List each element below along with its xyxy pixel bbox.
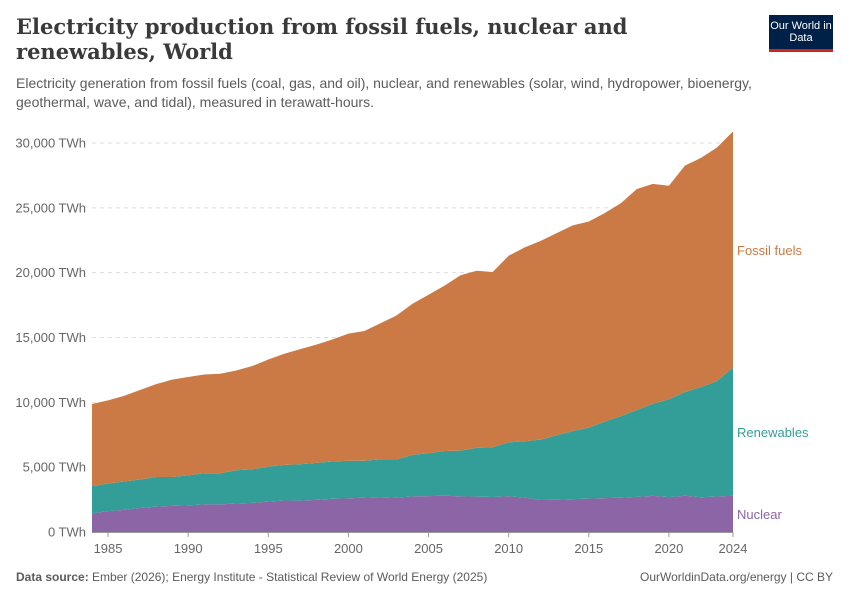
x-tick-label: 1985 <box>94 541 123 556</box>
y-tick-label: 5,000 TWh <box>23 460 86 475</box>
x-tick-label: 2005 <box>414 541 443 556</box>
chart-subtitle: Electricity generation from fossil fuels… <box>16 75 752 110</box>
y-tick-label: 30,000 TWh <box>15 135 86 150</box>
area-renewables <box>92 367 733 514</box>
x-tick-label: 2000 <box>334 541 363 556</box>
areas <box>92 131 733 532</box>
x-tick-label: 2015 <box>574 541 603 556</box>
x-tick-label: 2020 <box>654 541 683 556</box>
owid-logo[interactable]: Our World in Data <box>769 15 833 52</box>
y-axis: 0 TWh 5,000 TWh 10,000 TWh 15,000 TWh 20,000… <box>15 135 86 539</box>
x-tick-label: 2024 <box>719 541 748 556</box>
x-axis: 1985 1990 1995 2000 2005 2010 2015 2020 2024 <box>92 532 747 556</box>
y-tick-label: 10,000 TWh <box>15 395 86 410</box>
series-label-fossil-fuels: Fossil fuels <box>737 243 803 258</box>
series-label-nuclear: Nuclear <box>737 507 782 522</box>
data-source: Data source: Ember (2026); Energy Instit… <box>16 570 487 584</box>
x-tick-label: 1995 <box>254 541 283 556</box>
y-tick-label: 15,000 TWh <box>15 330 86 345</box>
page-title: Electricity production from fossil fuels… <box>16 14 628 64</box>
y-tick-label: 0 TWh <box>48 525 86 540</box>
source-text[interactable]: Ember (2026); Energy Institute - Statist… <box>92 570 488 584</box>
area-nuclear <box>92 495 733 532</box>
y-tick-label: 20,000 TWh <box>15 265 86 280</box>
area-fossil-fuels <box>92 131 733 487</box>
source-label: Data source: <box>16 570 89 584</box>
series-label-renewables: Renewables <box>737 425 809 440</box>
footer-link[interactable]: OurWorldinData.org/energy | CC BY <box>640 570 833 584</box>
series-labels: Nuclear Renewables Fossil fuels <box>737 243 809 522</box>
x-tick-label: 1990 <box>174 541 203 556</box>
y-tick-label: 25,000 TWh <box>15 200 86 215</box>
x-tick-label: 2010 <box>494 541 523 556</box>
